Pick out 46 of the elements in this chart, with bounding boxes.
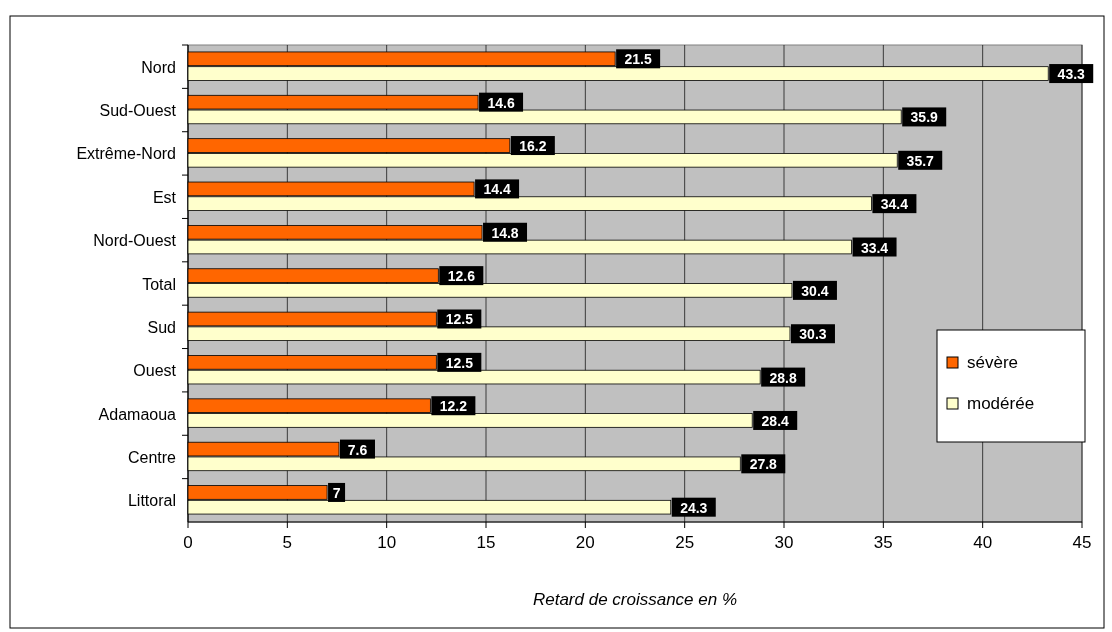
data-label: 12.2 — [439, 398, 468, 415]
data-label: 12.5 — [445, 354, 474, 371]
data-label: 27.8 — [749, 456, 778, 473]
data-label: 14.8 — [491, 224, 519, 241]
y-tick-label: Est — [152, 188, 177, 206]
y-tick-label: Sud — [147, 318, 176, 336]
x-tick-label: 35 — [873, 533, 893, 552]
data-label: 34.4 — [880, 196, 909, 213]
y-tick-label: Extrême-Nord — [76, 145, 176, 163]
data-label: 28.8 — [769, 369, 797, 386]
x-tick-label: 25 — [675, 533, 695, 552]
x-tick-label: 10 — [377, 533, 397, 552]
data-label: 35.7 — [906, 152, 935, 169]
legend-label: modérée — [967, 394, 1035, 413]
data-label: 28.4 — [761, 412, 790, 429]
data-label: 30.3 — [799, 326, 827, 343]
data-label: 16.2 — [519, 138, 547, 155]
data-label: 30.4 — [801, 282, 829, 299]
x-axis-title: Retard de croissance en % — [532, 590, 738, 609]
data-label: 14.4 — [483, 181, 511, 198]
x-tick-label: 20 — [575, 533, 595, 552]
data-label: 35.9 — [910, 109, 939, 126]
x-tick-label: 0 — [183, 533, 193, 552]
data-label: 24.3 — [680, 499, 708, 516]
y-tick-label: Total — [142, 275, 176, 293]
y-tick-label: Nord-Ouest — [93, 232, 177, 250]
data-label: 43.3 — [1057, 66, 1086, 83]
data-label: 21.5 — [624, 51, 652, 68]
y-tick-label: Nord — [141, 58, 176, 76]
x-tick-label: 40 — [973, 533, 993, 552]
x-tick-label: 5 — [282, 533, 293, 552]
data-label: 7.6 — [347, 441, 368, 458]
data-label: 12.6 — [447, 268, 476, 285]
data-label: 12.5 — [445, 311, 474, 328]
data-label: 14.6 — [487, 94, 515, 111]
x-tick-label: 45 — [1072, 533, 1092, 552]
data-label: 7 — [332, 484, 341, 501]
y-tick-label: Adamaoua — [98, 405, 177, 423]
y-tick-label: Centre — [127, 448, 177, 466]
data-label: 33.4 — [860, 239, 889, 256]
x-tick-label: 15 — [476, 533, 496, 552]
x-tick-label: 30 — [774, 533, 794, 552]
y-tick-label: Littoral — [127, 492, 176, 510]
legend-label: sévère — [967, 353, 1019, 372]
y-tick-label: Ouest — [133, 362, 177, 380]
y-tick-label: Sud-Ouest — [99, 102, 177, 120]
